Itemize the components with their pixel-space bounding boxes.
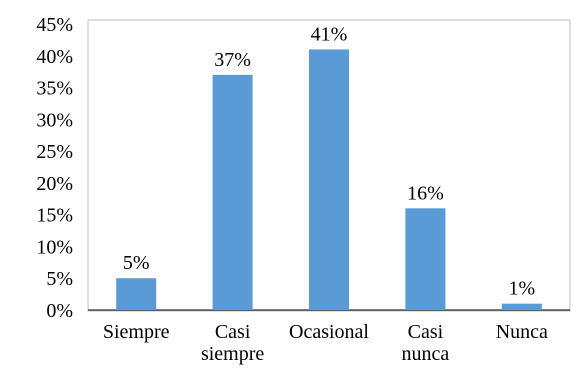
data-labels: 5% 37% 41% 16% 1%: [123, 23, 535, 299]
y-tick-label: 45%: [36, 14, 73, 36]
category-label: Nunca: [496, 321, 548, 343]
category-label-line: nunca: [402, 343, 450, 365]
y-tick-label: 30%: [36, 109, 73, 131]
plot-frame: [87, 19, 571, 312]
category-label-line: Siempre: [103, 321, 170, 343]
bar: [501, 303, 542, 310]
y-tick-label: 10%: [36, 236, 73, 258]
bar: [116, 278, 157, 310]
category-label: Casi nunca: [402, 321, 450, 365]
y-tick-label: 20%: [36, 173, 73, 195]
y-tick-label: 5%: [46, 268, 73, 290]
bars: [116, 49, 542, 311]
bar: [309, 49, 349, 311]
bar: [212, 74, 253, 310]
category-label: Ocasional: [289, 321, 369, 343]
data-label: 5%: [123, 252, 150, 274]
y-tick-label: 0%: [46, 300, 73, 322]
y-tick-label: 25%: [36, 141, 73, 163]
category-label: Casi siempre: [201, 321, 264, 365]
y-axis-ticks: 0% 5% 10% 15% 20% 25% 30% 35% 40% 45%: [36, 14, 73, 322]
category-label-line: Nunca: [496, 321, 548, 343]
y-tick-label: 35%: [36, 78, 73, 100]
category-label-line: Ocasional: [289, 321, 369, 343]
y-tick-label: 40%: [36, 46, 73, 68]
category-label-line: siempre: [201, 343, 264, 365]
bar: [405, 208, 446, 310]
data-label: 16%: [407, 182, 444, 204]
data-label: 37%: [214, 49, 251, 71]
data-label: 1%: [508, 278, 535, 300]
category-label-line: Casi: [408, 321, 444, 343]
y-tick-label: 15%: [36, 205, 73, 227]
data-label: 41%: [311, 23, 348, 45]
category-label: Siempre: [103, 321, 170, 343]
category-label-line: Casi: [215, 321, 251, 343]
